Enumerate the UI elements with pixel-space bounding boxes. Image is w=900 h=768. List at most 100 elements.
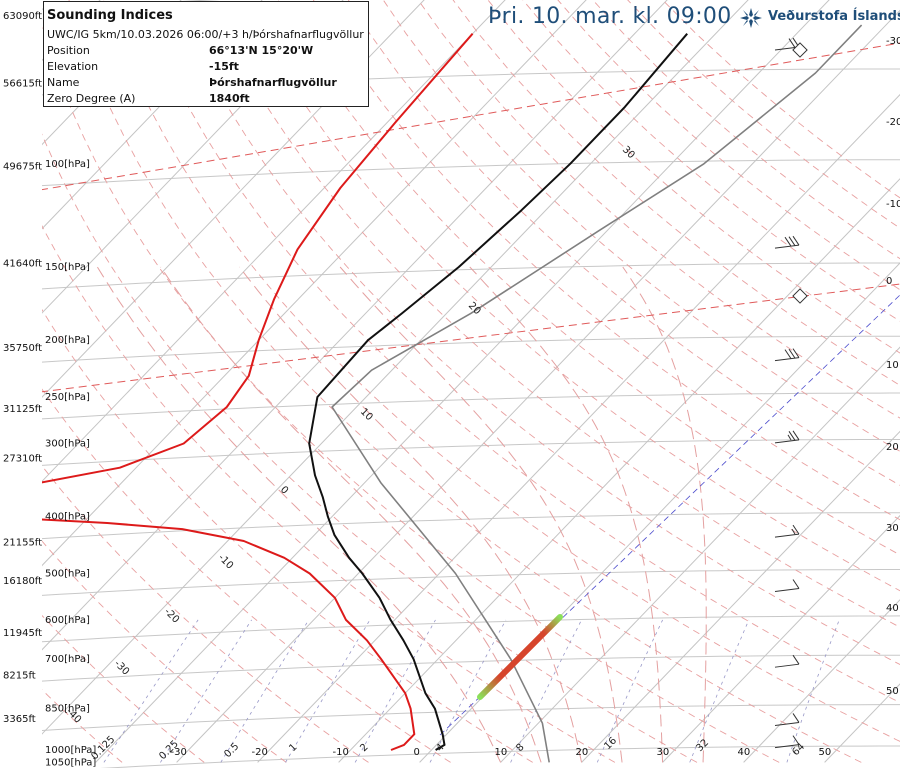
pressure-tick-label: 300[hPa] [45, 438, 90, 449]
height-tick-label: 21155ft [3, 538, 42, 549]
dry-adiabat-line [138, 0, 900, 704]
minus30-reference-line [42, 42, 900, 191]
height-tick-label: 27310ft [3, 453, 42, 464]
mixing-ratio-label: 1 [287, 742, 299, 754]
wind-barb [774, 235, 800, 249]
isotherm-line [42, 0, 668, 651]
height-tick-label: 41640ft [3, 259, 42, 270]
dry-adiabat-line [277, 0, 900, 556]
dry-adiabat-line [42, 133, 698, 763]
zero-degree-value: 1840ft [209, 92, 250, 105]
moist-adiabat-line [622, 266, 707, 763]
mixing-ratio-line [689, 619, 750, 763]
isobar-line [99, 745, 900, 768]
isotherm-line [257, 93, 900, 763]
moist-adiabat-line [469, 266, 664, 763]
temperature-tick-label: 10 [495, 747, 508, 758]
dry-adiabat-line [103, 0, 900, 742]
pressure-tick-label: 200[hPa] [45, 335, 90, 346]
pressure-tick-label: 1050[hPa] [45, 757, 96, 768]
pressure-tick-label: 400[hPa] [45, 512, 90, 523]
position-label: Position [47, 44, 90, 57]
isotherm-line [824, 683, 900, 763]
moist-adiabat-line [96, 266, 502, 763]
dry-adiabat-line [42, 540, 287, 763]
dry-adiabat-line [382, 0, 900, 452]
mixing-ratio-line [103, 619, 199, 763]
wind-barb [774, 654, 800, 668]
name-label: Name [47, 76, 80, 89]
wind-barb [774, 735, 800, 749]
wind-barb [774, 524, 800, 538]
right-axis-tick-label: 0 [886, 276, 892, 287]
isobar-line [42, 335, 900, 363]
isotherm-line [42, 0, 506, 483]
temperature-profile [308, 33, 688, 751]
isobar-line [42, 392, 900, 420]
height-tick-label: 16180ft [3, 576, 42, 587]
right-axis-tick-label: 30 [886, 523, 899, 534]
dry-adiabat-line [347, 0, 900, 486]
right-axis-tick-label: 50 [886, 686, 899, 697]
right-axis-tick-label: -30 [886, 36, 900, 47]
isotherm-line [42, 0, 101, 62]
dry-adiabat-line [42, 465, 369, 763]
isobar-line [42, 159, 900, 187]
right-axis-tick-label: 10 [886, 360, 899, 371]
mixing-ratio-line [354, 619, 436, 763]
isobar-line [42, 654, 900, 682]
dry-adiabat-line [42, 614, 205, 763]
isotherm-line [95, 0, 830, 763]
pressure-tick-label: 250[hPa] [45, 392, 90, 403]
isotherm-line [42, 0, 587, 567]
brand-name: Veðurstofa Íslands [768, 9, 900, 24]
isotherm-line [42, 0, 749, 735]
pressure-tick-label: 150[hPa] [45, 262, 90, 273]
sounding-indices-panel: Sounding Indices UWC/IG 5km/10.03.2026 0… [43, 1, 369, 107]
dry-adiabat-line [42, 308, 533, 763]
isotherm-line [419, 262, 900, 763]
pressure-tick-label: 500[hPa] [45, 569, 90, 580]
zero-degree-label: Zero Degree (A) [47, 92, 136, 105]
dry-adiabat-line [42, 26, 780, 763]
dry-adiabat-line [592, 0, 900, 260]
mixing-ratio-label: 0.5 [222, 741, 241, 760]
height-tick-label: 49675ft [3, 161, 42, 172]
dry-adiabat-line [312, 0, 900, 521]
mixing-ratio-line [786, 619, 840, 763]
wind-barb [774, 348, 800, 362]
height-tick-label: 35750ft [3, 343, 42, 354]
temperature-tick-label: -30 [171, 747, 187, 758]
right-axis-tick-label: 20 [886, 442, 899, 453]
isobar-line [42, 512, 900, 540]
pressure-tick-label: 100[hPa] [45, 159, 90, 170]
mixing-ratio-line [160, 619, 252, 763]
height-tick-label: 8215ft [3, 671, 36, 682]
name-value: Þórshafnarflugvöllur [209, 76, 337, 89]
mixing-ratio-label: 32 [694, 737, 711, 754]
right-axis-tick-label: -20 [886, 117, 900, 128]
elevation-value: -15ft [209, 60, 239, 73]
parcel-path [331, 24, 863, 763]
dry-adiabat-line [173, 0, 900, 666]
temperature-tick-label: 30 [657, 747, 670, 758]
tropopause-marker-icon [792, 288, 808, 304]
isotherm-line [42, 0, 263, 230]
isotherm-label: 30 [620, 144, 637, 161]
moist-adiabat-line [239, 266, 583, 763]
isotherm-line [500, 346, 900, 763]
moist-adiabat-line [160, 266, 542, 763]
dry-adiabat-line [522, 0, 900, 322]
dry-adiabat-line [452, 0, 900, 386]
isobar-line [42, 704, 900, 731]
mixing-ratio-line [429, 619, 507, 763]
temperature-tick-label: 0 [414, 747, 420, 758]
isobar-line [42, 439, 900, 466]
dry-adiabat-line [487, 0, 900, 354]
imo-logo-icon [740, 8, 762, 28]
right-axis-tick-label: 40 [886, 603, 899, 614]
moist-adiabat-line [339, 266, 623, 763]
mixing-ratio-line [220, 619, 310, 763]
isotherm-line [176, 9, 900, 763]
